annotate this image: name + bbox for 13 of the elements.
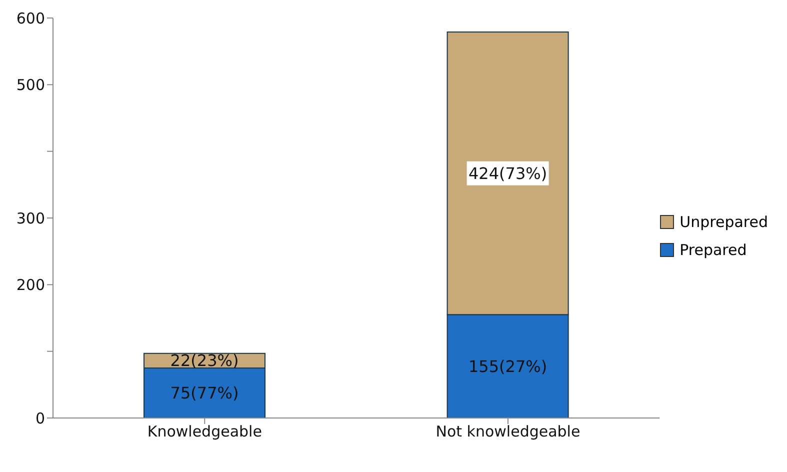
- y-tick-label: 500: [16, 76, 45, 94]
- data-label: 155(27%): [468, 356, 548, 376]
- x-tick-label: Not knowledgeable: [436, 422, 580, 441]
- y-tick-label: 600: [16, 9, 45, 28]
- x-tick-label: Knowledgeable: [147, 422, 262, 441]
- y-tick-label: 0: [35, 409, 45, 428]
- legend-label: Prepared: [680, 240, 747, 258]
- y-tick-label: 200: [16, 276, 45, 294]
- legend-label: Unprepared: [680, 212, 768, 230]
- data-label: 424(73%): [468, 164, 548, 183]
- data-label: 22(23%): [170, 351, 239, 370]
- data-label: 75(77%): [170, 384, 239, 402]
- y-tick-label: 300: [16, 209, 45, 228]
